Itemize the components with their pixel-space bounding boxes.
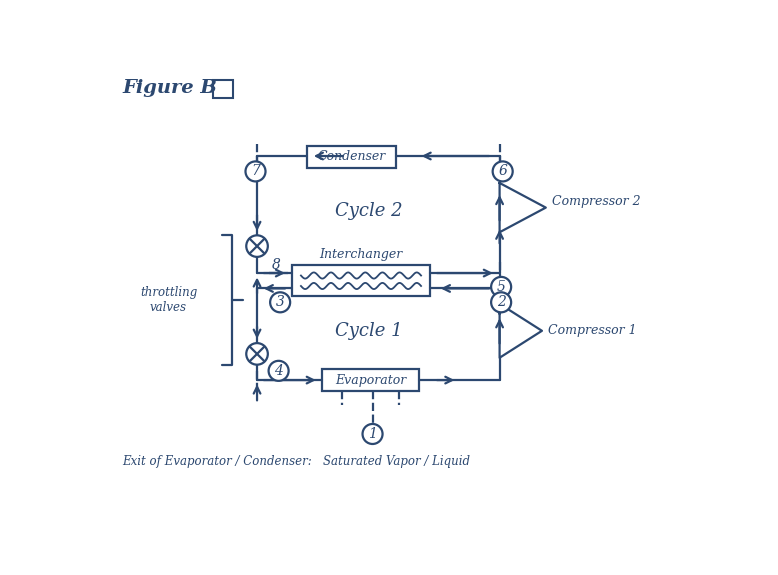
Circle shape [247, 235, 268, 257]
Bar [323, 369, 419, 391]
Circle shape [268, 361, 289, 381]
Text: Condenser: Condenser [317, 150, 385, 163]
Circle shape [247, 343, 268, 365]
Text: Cycle 1: Cycle 1 [335, 322, 402, 340]
Circle shape [491, 292, 511, 312]
Polygon shape [499, 304, 542, 358]
Text: 4: 4 [274, 364, 283, 378]
Bar [307, 146, 396, 167]
Text: 1: 1 [368, 427, 377, 441]
Text: Compressor 2: Compressor 2 [552, 195, 640, 208]
Bar [292, 265, 430, 296]
Circle shape [246, 162, 265, 182]
Text: Evaporator: Evaporator [335, 374, 406, 386]
Text: 5: 5 [496, 280, 506, 294]
Circle shape [270, 292, 290, 312]
Text: Figure B: Figure B [122, 79, 217, 97]
Text: 3: 3 [275, 296, 285, 309]
Text: Exit of Evaporator / Condenser:   Saturated Vapor / Liquid: Exit of Evaporator / Condenser: Saturate… [122, 455, 470, 468]
Text: 8: 8 [272, 258, 281, 273]
Text: 7: 7 [251, 164, 260, 178]
Circle shape [492, 162, 513, 182]
Text: throttling
valves: throttling valves [140, 286, 197, 314]
Text: Cycle 2: Cycle 2 [335, 202, 402, 220]
Text: 2: 2 [496, 296, 506, 309]
Text: Compressor 1: Compressor 1 [548, 324, 636, 338]
Text: 6: 6 [498, 164, 507, 178]
Bar [213, 80, 233, 98]
Polygon shape [499, 183, 546, 232]
Text: Interchanger: Interchanger [320, 248, 403, 260]
Circle shape [491, 277, 511, 297]
Circle shape [363, 424, 383, 444]
